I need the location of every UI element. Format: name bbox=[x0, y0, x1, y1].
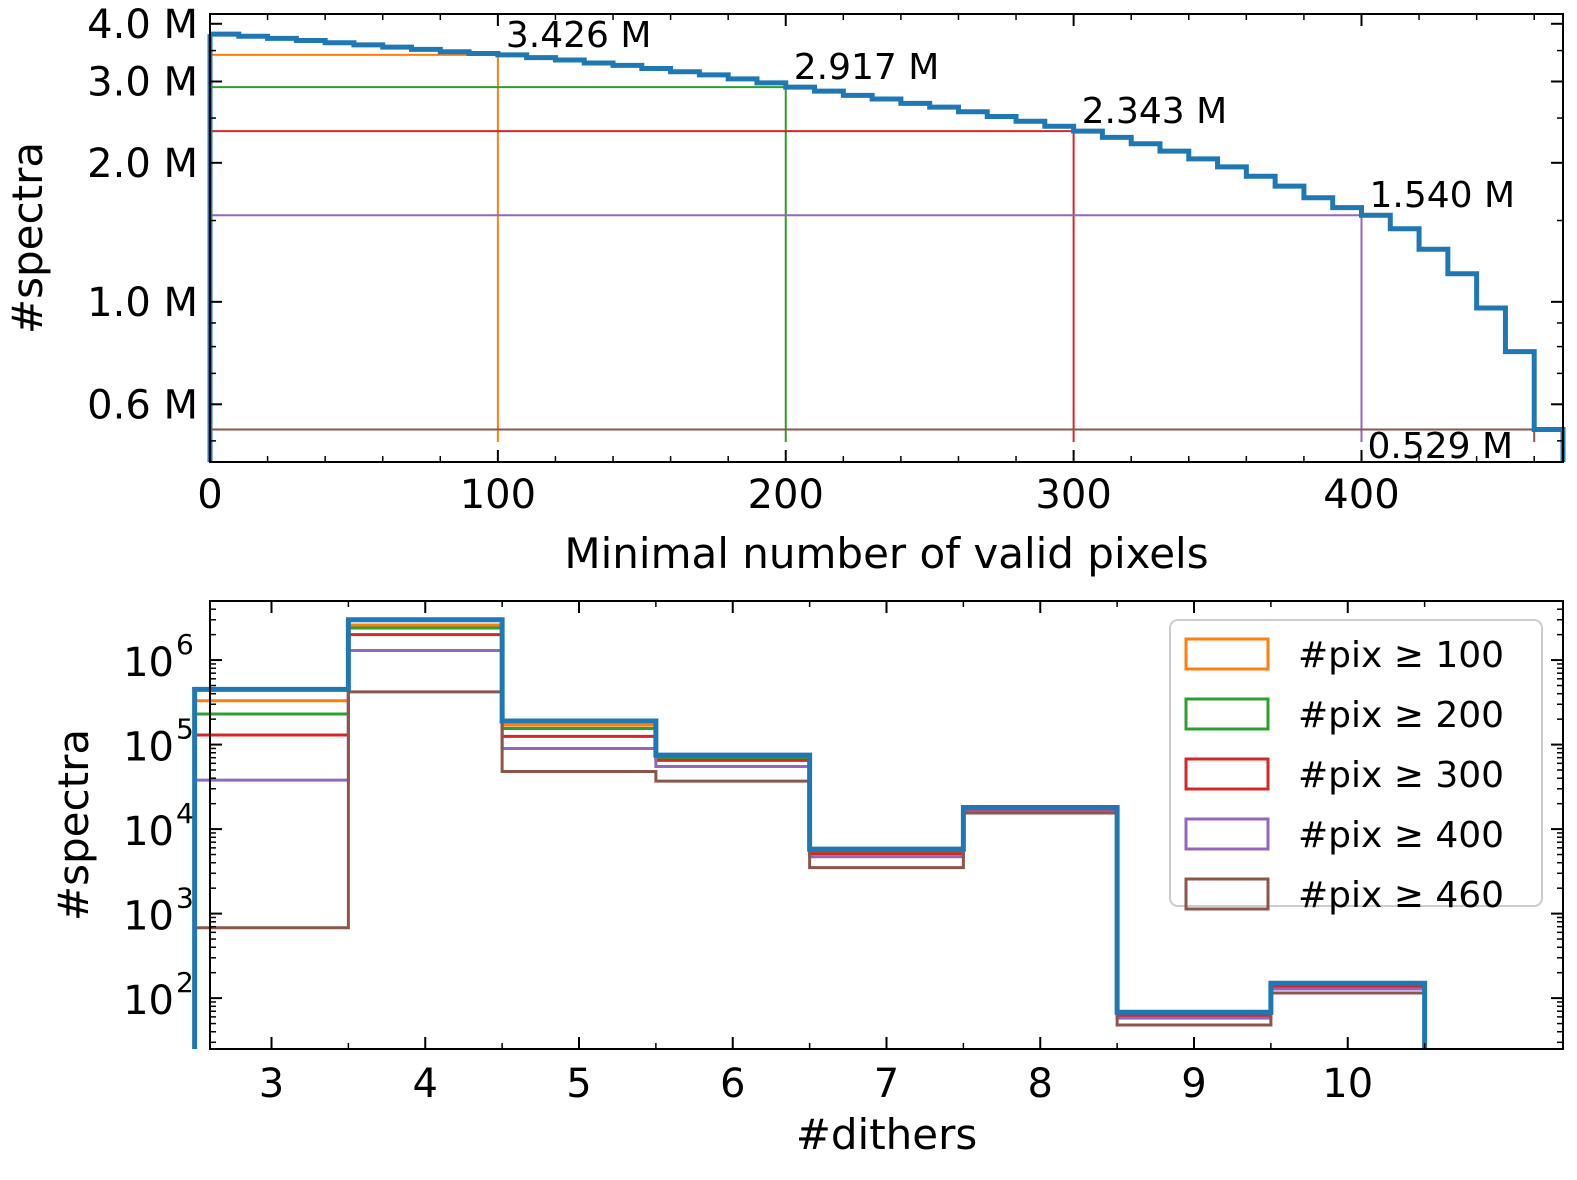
bottom-y-tick-exponent: 4 bbox=[176, 797, 194, 830]
bottom-y-tick-exponent: 3 bbox=[176, 882, 194, 915]
top-x-tick-label: 0 bbox=[197, 472, 222, 518]
legend-label: #pix ≥ 100 bbox=[1298, 635, 1504, 676]
top-y-tick-label: 3.0 M bbox=[87, 59, 198, 105]
cumulative-series bbox=[207, 31, 1566, 462]
top-y-axis-label: #spectra bbox=[3, 142, 52, 334]
threshold-label-460: 0.529 M bbox=[1367, 426, 1513, 467]
bottom-x-tick-label: 8 bbox=[1028, 1061, 1053, 1107]
bottom-x-tick-label: 4 bbox=[413, 1061, 438, 1107]
top-y-tick-label: 4.0 M bbox=[87, 2, 198, 48]
bottom-y-tick-exponent: 2 bbox=[176, 966, 194, 999]
bottom-y-tick-label: 10 bbox=[123, 809, 174, 855]
bottom-x-axis-label: #dithers bbox=[796, 1110, 978, 1159]
legend-label: #pix ≥ 460 bbox=[1298, 875, 1504, 916]
cumulative-spectra-panel: 3.426 M 2.917 M 2.343 M 1.540 M 0.529 M 0 100… bbox=[3, 2, 1566, 578]
threshold-lines bbox=[210, 53, 1536, 442]
bottom-y-tick-label: 10 bbox=[123, 894, 174, 940]
top-y-tick-label: 0.6 M bbox=[87, 382, 198, 428]
legend-label: #pix ≥ 300 bbox=[1298, 755, 1504, 796]
top-x-tick-label: 200 bbox=[748, 472, 824, 518]
histogram-step-all bbox=[192, 617, 1428, 1049]
threshold-label-100: 3.426 M bbox=[506, 15, 652, 56]
threshold-annotations: 3.426 M 2.917 M 2.343 M 1.540 M 0.529 M bbox=[506, 15, 1515, 467]
bottom-x-tick-label: 10 bbox=[1322, 1061, 1373, 1107]
bottom-y-tick-label: 10 bbox=[123, 640, 174, 686]
top-x-axis-label: Minimal number of valid pixels bbox=[564, 529, 1208, 578]
threshold-label-200: 2.917 M bbox=[794, 47, 940, 88]
top-y-tick-label: 1.0 M bbox=[87, 280, 198, 326]
legend-label: #pix ≥ 400 bbox=[1298, 815, 1504, 856]
legend-swatch bbox=[1184, 637, 1270, 671]
legend-box bbox=[1169, 619, 1543, 907]
bottom-y-tick-exponent: 6 bbox=[176, 628, 194, 661]
top-axis-ticks: 0 100 200 300 400 0.6 M 1.0 M 2.0 M 3.0 M 4.0 M bbox=[87, 2, 1563, 518]
legend-swatch bbox=[1184, 697, 1270, 731]
bottom-x-tick-label: 5 bbox=[566, 1061, 591, 1107]
bottom-y-axis-label: #spectra bbox=[49, 729, 98, 921]
dither-histogram-series bbox=[192, 617, 1428, 1049]
bottom-x-tick-label: 7 bbox=[874, 1061, 899, 1107]
top-plot-frame bbox=[209, 13, 1564, 463]
top-x-tick-label: 300 bbox=[1035, 472, 1111, 518]
legend-label: #pix ≥ 200 bbox=[1298, 695, 1504, 736]
bottom-y-tick-label: 10 bbox=[123, 725, 174, 771]
bottom-y-tick-label: 10 bbox=[123, 978, 174, 1024]
cumulative-step-line bbox=[210, 31, 1566, 462]
bottom-x-tick-label: 6 bbox=[720, 1061, 745, 1107]
threshold-label-400: 1.540 M bbox=[1369, 175, 1515, 216]
legend-swatch bbox=[1184, 817, 1270, 851]
top-x-tick-label: 100 bbox=[460, 472, 536, 518]
bottom-x-tick-label: 9 bbox=[1181, 1061, 1206, 1107]
threshold-label-300: 2.343 M bbox=[1082, 91, 1228, 132]
legend-swatch bbox=[1184, 877, 1270, 911]
legend: #pix ≥ 100 #pix ≥ 200 #pix ≥ 300 #pix ≥ 400… bbox=[1169, 619, 1543, 916]
legend-swatch bbox=[1184, 757, 1270, 791]
bottom-x-tick-label: 3 bbox=[259, 1061, 284, 1107]
top-y-tick-label: 2.0 M bbox=[87, 141, 198, 187]
top-x-tick-label: 400 bbox=[1323, 472, 1399, 518]
bottom-y-tick-exponent: 5 bbox=[176, 713, 194, 746]
